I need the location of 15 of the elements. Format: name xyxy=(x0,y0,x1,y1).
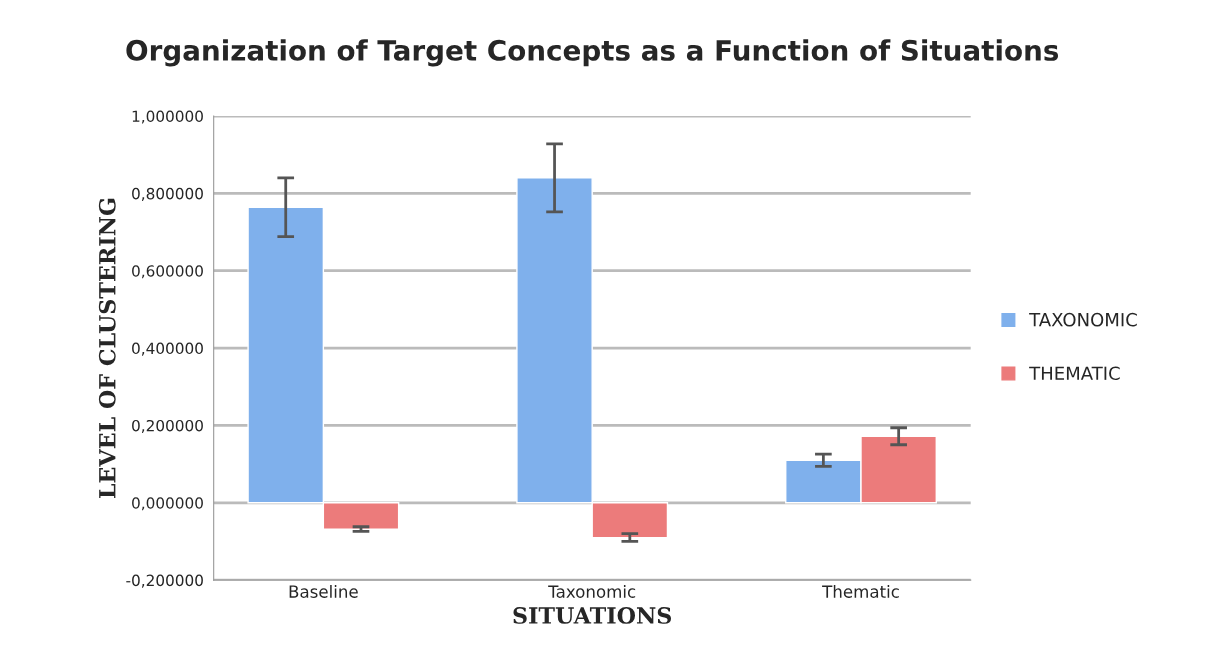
y-tick-label: -0,200000 xyxy=(126,574,203,588)
legend-label: THEMATIC xyxy=(1029,366,1120,381)
y-tick-label: 0,000000 xyxy=(132,497,203,511)
y-tick-label: 0,400000 xyxy=(132,342,203,356)
y-tick-label: 0,800000 xyxy=(132,187,203,201)
legend-label: TAXONOMIC xyxy=(1029,312,1137,327)
chart-title: Organization of Target Concepts as a Function of Situations xyxy=(126,39,1059,67)
y-tick-label: 0,600000 xyxy=(132,265,203,279)
y-tick-label: 0,200000 xyxy=(132,419,203,434)
x-axis-title: SITUATIONS xyxy=(513,607,672,624)
y-tick-label: 1,000000 xyxy=(132,110,203,124)
x-tick-label: Taxonomic xyxy=(548,584,636,598)
x-tick-label: Baseline xyxy=(289,584,358,598)
x-tick-label: Thematic xyxy=(822,584,899,598)
y-axis-title: LEVEL OF CLUSTERING xyxy=(98,198,116,499)
